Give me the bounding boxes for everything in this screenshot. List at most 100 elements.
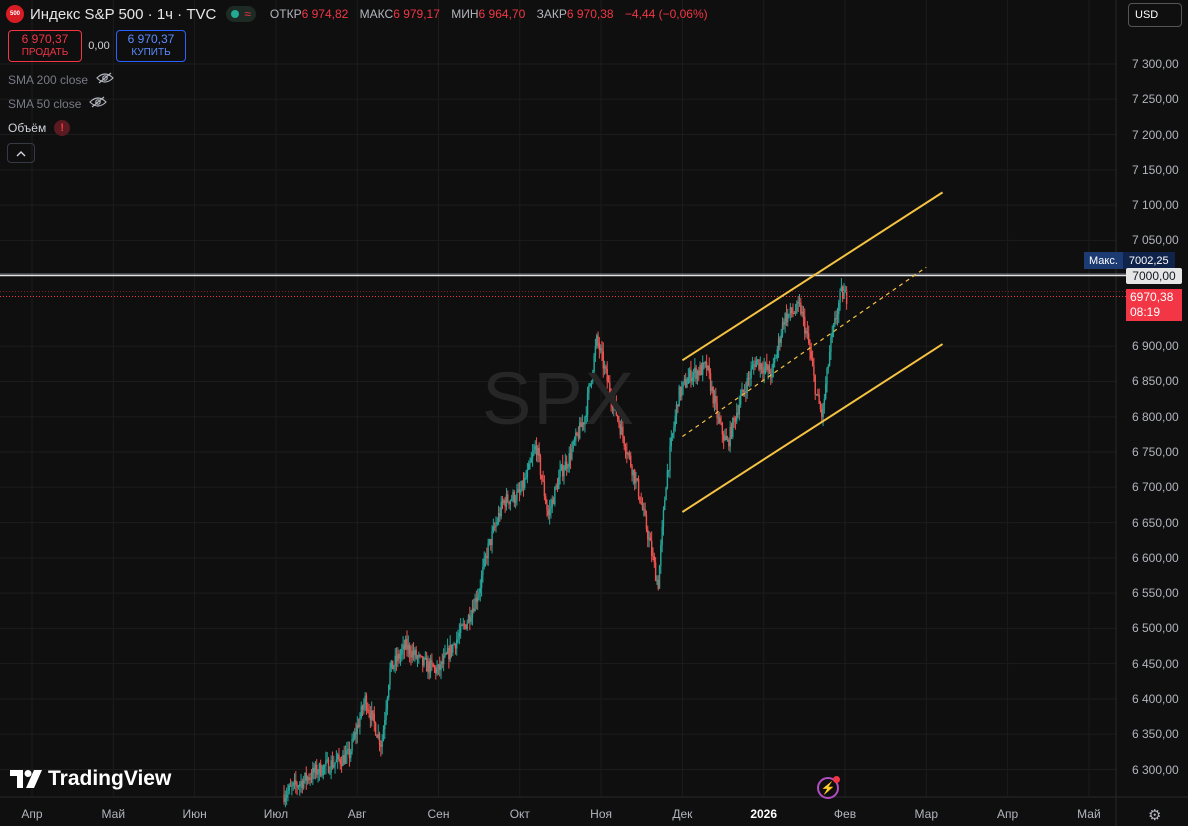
- sp500-symbol-icon[interactable]: 500: [6, 5, 24, 23]
- candle-body: [626, 452, 628, 455]
- candle-body: [686, 383, 688, 388]
- candle-body: [767, 365, 769, 370]
- candle-body: [469, 615, 471, 622]
- candle-body: [326, 759, 328, 761]
- candle-body: [398, 653, 400, 659]
- candle-body: [675, 404, 678, 416]
- candle-body: [437, 664, 440, 669]
- time-tick-label: Фев: [833, 807, 857, 821]
- sma200-label: SMA 200 close: [8, 72, 89, 87]
- time-tick-label: Сен: [427, 807, 450, 821]
- candle-body: [695, 367, 697, 379]
- change-value: −4,44 (−0,06%): [624, 7, 708, 21]
- lightning-icon[interactable]: ⚡: [817, 776, 840, 799]
- candle-body: [365, 695, 368, 710]
- candle-body: [603, 366, 606, 369]
- max-value: 7002,25: [1122, 252, 1175, 269]
- candle-body: [681, 386, 683, 397]
- candle-body: [741, 389, 743, 396]
- eye-hidden-icon[interactable]: [89, 96, 108, 111]
- candle-body: [679, 386, 682, 397]
- candle-body: [601, 348, 603, 352]
- tradingview-logo[interactable]: TradingView: [10, 767, 171, 791]
- candle-body: [719, 417, 721, 423]
- candle-body: [454, 643, 457, 649]
- candle-body: [648, 537, 650, 540]
- price-tick-label: 6 350,00: [1132, 727, 1179, 742]
- candle-body: [787, 314, 789, 322]
- candle-body: [717, 417, 720, 419]
- candle-body: [818, 394, 820, 404]
- candle-body: [475, 598, 478, 602]
- candle-body: [399, 654, 402, 659]
- candle-body: [721, 423, 724, 435]
- price-tick-label: 6 650,00: [1132, 515, 1179, 530]
- market-status[interactable]: ≈: [226, 6, 256, 22]
- candle-body: [397, 653, 399, 662]
- currency-select[interactable]: USD: [1128, 3, 1182, 27]
- candle-body: [560, 464, 563, 470]
- max-label: Макс.: [1089, 254, 1118, 267]
- candle-body: [496, 522, 498, 524]
- candle-body: [762, 370, 764, 374]
- candle-body: [589, 383, 591, 386]
- candle-body: [559, 469, 561, 478]
- candle-body: [291, 785, 293, 787]
- eye-hidden-icon[interactable]: [96, 72, 114, 87]
- candle-body: [810, 351, 813, 359]
- sell-button[interactable]: 6 970,37 ПРОДАТЬ: [8, 30, 82, 62]
- collapse-legend-button[interactable]: [7, 143, 35, 163]
- candle-body: [581, 422, 584, 428]
- candle-body: [534, 445, 536, 450]
- sell-label: ПРОДАТЬ: [21, 47, 69, 58]
- candle-body: [662, 510, 665, 527]
- candle-body: [688, 369, 691, 378]
- candle-body: [301, 781, 304, 788]
- candle-body: [416, 657, 419, 659]
- candle-body: [637, 479, 640, 497]
- candle-body: [802, 311, 805, 317]
- indicator-sma200[interactable]: SMA 200 close: [8, 72, 114, 87]
- candle-body: [667, 470, 670, 472]
- candle-body: [535, 445, 538, 456]
- candle-body: [433, 666, 436, 668]
- candle-body: [517, 489, 519, 492]
- settings-gear-icon[interactable]: ⚙: [1148, 807, 1162, 824]
- candle-body: [547, 510, 550, 516]
- candle-body: [325, 760, 327, 766]
- candle-body: [382, 729, 385, 741]
- symbol-title[interactable]: Индекс S&P 500 · 1ч · TVC: [30, 5, 217, 23]
- tradingview-logo-icon: [10, 770, 42, 788]
- price-tick-label: 6 300,00: [1132, 762, 1179, 777]
- time-tick-label: Дек: [672, 807, 693, 821]
- candle-body: [590, 380, 593, 384]
- candle-body: [538, 447, 540, 457]
- indicator-volume[interactable]: Объём !: [8, 120, 71, 136]
- candle-body: [456, 639, 458, 649]
- candle-body: [304, 772, 306, 781]
- candle-body: [526, 469, 529, 478]
- candle-body: [624, 446, 627, 453]
- candle-body: [602, 351, 604, 369]
- candle-body: [321, 774, 323, 776]
- candle-body: [482, 566, 484, 576]
- channel-mid-line: [682, 266, 927, 437]
- candle-body: [724, 436, 726, 441]
- candle-body: [487, 543, 489, 559]
- candle-body: [504, 500, 506, 507]
- close-label: ЗАКР: [536, 7, 567, 21]
- warning-icon[interactable]: !: [54, 120, 71, 136]
- candle-body: [657, 580, 659, 589]
- candle-body: [746, 377, 748, 394]
- candle-body: [505, 494, 508, 507]
- candle-body: [470, 617, 472, 622]
- candle-body: [614, 402, 616, 404]
- candle-body: [788, 313, 790, 315]
- candle-body: [415, 649, 417, 659]
- candle-body: [594, 346, 597, 356]
- buy-button[interactable]: 6 970,37 КУПИТЬ: [116, 30, 186, 62]
- candle-body: [564, 461, 567, 471]
- candle-body: [458, 632, 461, 637]
- indicator-sma50[interactable]: SMA 50 close: [8, 96, 108, 111]
